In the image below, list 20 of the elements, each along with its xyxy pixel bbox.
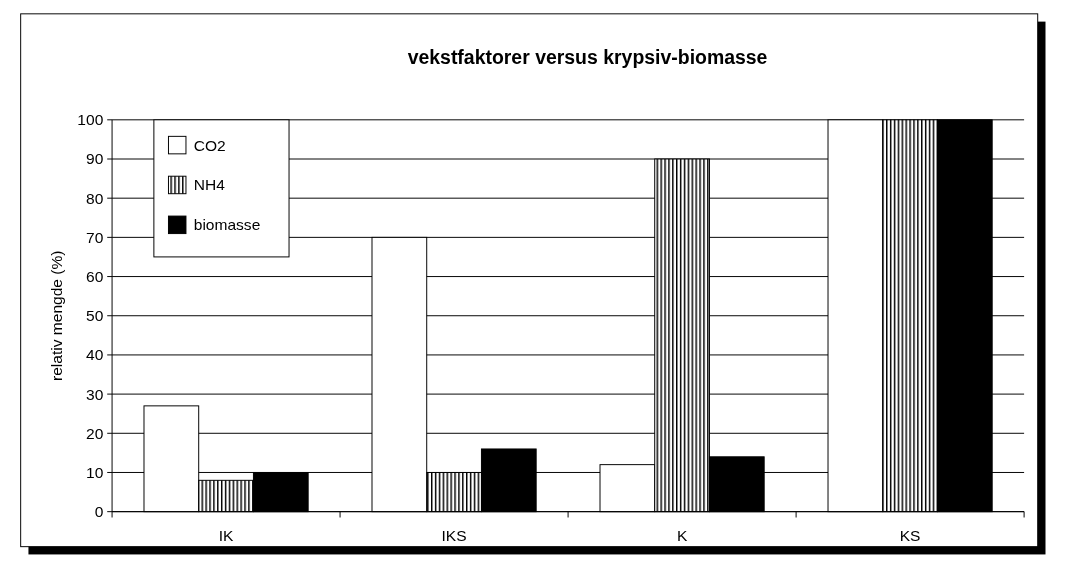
y-tick-label: 0 xyxy=(94,503,104,521)
chart-title: vekstfaktorer versus krypsiv-biomasse xyxy=(407,46,768,69)
y-tick-label: 40 xyxy=(86,346,104,364)
legend-label: biomasse xyxy=(193,216,261,234)
y-tick-label: 30 xyxy=(86,385,104,403)
x-tick-label: K xyxy=(676,526,688,544)
legend-label: NH4 xyxy=(193,176,226,194)
y-tick-label: 80 xyxy=(86,189,104,207)
y-tick-label: 100 xyxy=(77,111,104,129)
y-tick-label: 10 xyxy=(86,463,104,481)
x-tick-label: KS xyxy=(899,526,921,544)
y-tick-label: 20 xyxy=(86,424,104,442)
x-tick-label: IKS xyxy=(441,526,467,544)
y-tick-label: 90 xyxy=(86,150,104,168)
y-axis-title: relativ mengde (%) xyxy=(47,250,65,381)
y-tick-label: 60 xyxy=(86,268,104,285)
legend-label: CO2 xyxy=(193,136,226,154)
y-tick-label: 70 xyxy=(86,228,104,246)
x-tick-label: IK xyxy=(218,526,235,544)
y-tick-label: 50 xyxy=(86,307,104,325)
